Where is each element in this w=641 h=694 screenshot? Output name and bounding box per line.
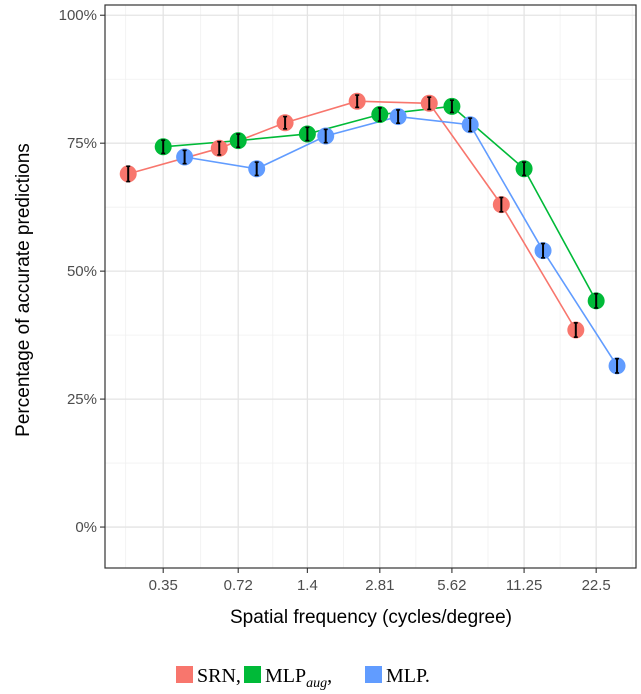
x-axis-ticks: 0.35 0.72 1.4 2.81 5.62 11.25 22.5 xyxy=(149,568,611,594)
legend-swatch-mlp xyxy=(365,666,382,683)
error-bar-0 xyxy=(355,94,360,109)
error-bar-1 xyxy=(594,292,599,309)
error-bar-0 xyxy=(217,140,222,156)
legend-label-mlp-aug: MLPaug, xyxy=(265,665,332,691)
error-bar-0 xyxy=(499,196,504,213)
legend-label-mlp: MLP. xyxy=(386,665,430,687)
error-bar-2 xyxy=(615,357,620,374)
plot-panel-border xyxy=(104,4,637,569)
series-line-2 xyxy=(184,115,618,367)
legend: SRN, MLPaug, MLP. xyxy=(176,665,430,691)
error-bar-1 xyxy=(377,107,382,122)
x-axis-title: Spatial frequency (cycles/degree) xyxy=(230,607,512,628)
error-bar-1 xyxy=(236,133,241,149)
y-tick-label: 50% xyxy=(67,263,97,280)
y-tick-label: 0% xyxy=(75,519,97,536)
error-bar-2 xyxy=(396,109,401,125)
major-gridlines xyxy=(105,5,636,568)
error-bar-1 xyxy=(305,126,310,142)
x-tick-label: 1.4 xyxy=(297,577,318,594)
x-tick-label: 11.25 xyxy=(506,577,542,594)
legend-swatch-srn xyxy=(176,666,193,683)
series-lines xyxy=(127,100,618,367)
x-tick-label: 0.35 xyxy=(149,577,178,594)
error-bar-2 xyxy=(182,149,187,165)
error-bar-2 xyxy=(323,128,328,144)
y-axis-ticks: 0% 25% 50% 75% 100% xyxy=(59,7,105,536)
error-bar-2 xyxy=(468,117,473,133)
series-points xyxy=(119,92,626,375)
legend-label-srn: SRN, xyxy=(197,665,241,687)
error-bar-2 xyxy=(254,161,259,177)
error-bar-0 xyxy=(573,322,578,338)
error-bar-0 xyxy=(427,96,432,111)
error-bar-1 xyxy=(522,161,527,177)
x-tick-label: 2.81 xyxy=(365,577,394,594)
error-bar-2 xyxy=(541,242,546,259)
x-tick-label: 5.62 xyxy=(437,577,466,594)
minor-gridlines xyxy=(105,5,636,568)
y-tick-label: 100% xyxy=(59,7,97,24)
error-bar-0 xyxy=(126,165,131,183)
x-tick-label: 0.72 xyxy=(224,577,253,594)
error-bar-1 xyxy=(449,99,454,114)
y-tick-label: 25% xyxy=(67,391,97,408)
error-bar-1 xyxy=(161,139,166,155)
series-line-0 xyxy=(127,100,577,331)
error-bar-0 xyxy=(283,115,288,130)
y-tick-label: 75% xyxy=(67,135,97,152)
x-tick-label: 22.5 xyxy=(582,577,611,594)
legend-swatch-mlp-aug xyxy=(244,666,261,683)
y-axis-title: Percentage of accurate predictions xyxy=(13,143,34,437)
error-bars xyxy=(126,94,620,374)
